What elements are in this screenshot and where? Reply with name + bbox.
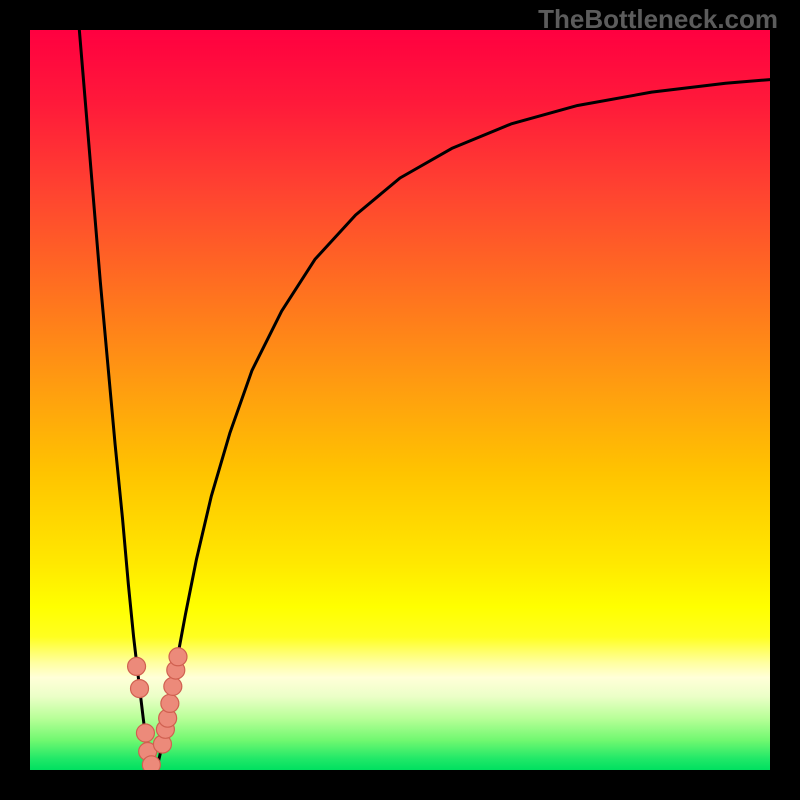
data-marker (131, 680, 149, 698)
data-marker (164, 677, 182, 695)
data-marker (169, 648, 187, 666)
data-marker (161, 694, 179, 712)
bottleneck-chart (0, 0, 800, 800)
watermark-text: TheBottleneck.com (538, 4, 778, 35)
data-marker (128, 657, 146, 675)
data-marker (136, 724, 154, 742)
